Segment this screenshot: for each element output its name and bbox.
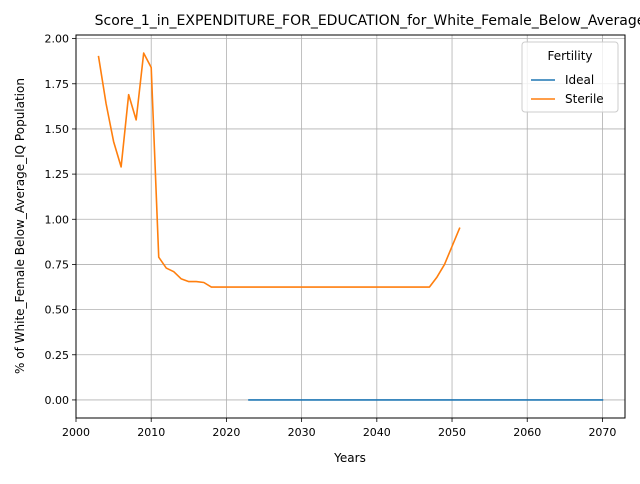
series-line-sterile <box>97 52 461 288</box>
x-axis: 2000 2010 2020 2030 2040 2050 2060 2070 <box>62 418 616 439</box>
y-tick-label: 0.00 <box>45 394 70 407</box>
x-axis-label: Years <box>333 451 366 465</box>
x-tick-label: 2070 <box>588 426 616 439</box>
x-tick-label: 2020 <box>212 426 240 439</box>
legend-label-ideal: Ideal <box>565 73 594 87</box>
series-layer <box>97 52 604 401</box>
legend: Fertility Ideal Sterile <box>521 41 619 113</box>
x-tick-label: 2010 <box>137 426 165 439</box>
y-tick-label: 1.75 <box>45 78 70 91</box>
x-tick-label: 2040 <box>363 426 391 439</box>
y-tick-label: 1.00 <box>45 213 70 226</box>
y-tick-label: 0.25 <box>45 349 70 362</box>
plot-frame <box>75 34 626 419</box>
y-tick-label: 0.75 <box>45 258 70 271</box>
y-tick-label: 0.50 <box>45 304 70 317</box>
legend-box <box>521 41 619 113</box>
x-tick-label: 2060 <box>513 426 541 439</box>
x-tick-label: 2000 <box>62 426 90 439</box>
legend-title: Fertility <box>547 49 592 63</box>
y-tick-label: 1.25 <box>45 168 70 181</box>
y-tick-label: 1.50 <box>45 123 70 136</box>
x-tick-label: 2050 <box>438 426 466 439</box>
legend-items: Ideal Sterile <box>531 73 604 106</box>
y-tick-label: 2.00 <box>45 33 70 46</box>
x-tick-label: 2030 <box>288 426 316 439</box>
chart-title: Score_1_in_EXPENDITURE_FOR_EDUCATION_for… <box>95 13 640 29</box>
y-axis-label: % of White_Female Below_Average_IQ Popul… <box>13 78 27 374</box>
y-axis: 0.00 0.25 0.50 0.75 1.00 1.25 1.50 1.75 2.00 <box>45 33 76 407</box>
legend-label-sterile: Sterile <box>565 92 604 106</box>
